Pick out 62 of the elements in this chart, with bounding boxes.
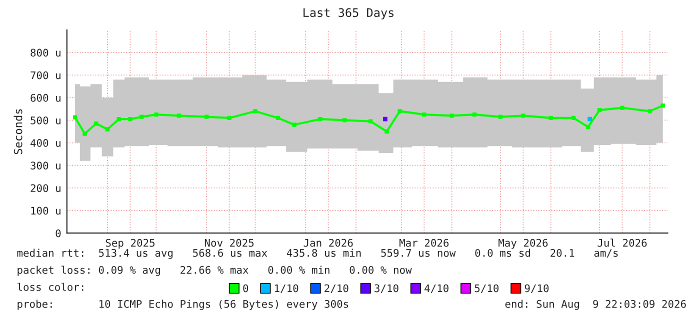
point xyxy=(105,127,110,132)
y-tick-label: 500 u xyxy=(30,116,60,124)
point xyxy=(648,109,652,114)
point xyxy=(422,112,426,117)
point xyxy=(176,114,182,118)
point xyxy=(368,119,373,124)
x-tick-label: Mar 2026 xyxy=(400,238,449,247)
point xyxy=(140,114,144,119)
point xyxy=(154,112,158,117)
point xyxy=(620,106,624,110)
point xyxy=(382,116,388,122)
y-tick-label: 100 u xyxy=(31,206,60,215)
text: end: Sun Aug 9 22:03:09 2026 xyxy=(505,300,686,310)
point xyxy=(498,114,503,119)
text: median rtt: 513.4 us avg 568.6 us max 435.8 us min 559.7 us now 0.0 ms sd 20.1 am/s xyxy=(17,248,618,259)
legend-label: 0 xyxy=(243,284,248,292)
legend-label: 9/10 xyxy=(524,284,549,294)
y-tick-label: 800 u xyxy=(30,48,60,57)
point xyxy=(588,116,592,122)
text: loss color: xyxy=(18,282,84,291)
point xyxy=(398,109,402,114)
legend-label: 5/10 xyxy=(474,284,499,294)
text: packet loss: 0.09 % avg 22.66 % max 0.00 % min 0.00 % now xyxy=(18,266,412,276)
point xyxy=(72,115,78,120)
point xyxy=(660,103,665,108)
point xyxy=(292,122,296,127)
x-tick-label: May 2026 xyxy=(498,238,548,249)
point xyxy=(253,109,258,114)
y-tick-label: 600 u xyxy=(30,94,60,102)
point xyxy=(472,112,477,117)
legend-label: 1/10 xyxy=(275,284,298,294)
point xyxy=(586,124,590,130)
legend-label: 3/10 xyxy=(374,284,398,294)
point xyxy=(571,116,576,120)
point xyxy=(450,114,454,118)
point xyxy=(116,117,121,122)
legend-label: 2/10 xyxy=(324,284,348,294)
x-tick-label: Sep 2025 xyxy=(106,238,154,249)
point xyxy=(227,116,232,120)
y-tick-label: 200 u xyxy=(30,184,60,192)
point xyxy=(384,129,389,134)
point xyxy=(521,114,526,118)
y-tick-label: 400 u xyxy=(30,139,60,147)
point xyxy=(128,117,132,122)
point xyxy=(597,108,602,112)
point xyxy=(204,114,209,119)
point xyxy=(342,118,347,122)
y-axis-title: Seconds xyxy=(14,109,22,154)
point xyxy=(318,117,322,122)
chart-title: Last 365 Days xyxy=(304,8,394,20)
y-tick-label: 0 xyxy=(56,229,61,238)
point xyxy=(276,116,280,120)
x-tick-label: Jul 2026 xyxy=(598,238,647,247)
y-tick-label: 300 u xyxy=(30,162,60,170)
text: probe: 10 ICMP Echo Pings (56 Bytes) every 300s xyxy=(18,300,348,310)
legend-label: 4/10 xyxy=(424,284,448,294)
point xyxy=(548,116,553,120)
y-tick-label: 700 u xyxy=(30,71,60,80)
point xyxy=(94,122,98,126)
x-tick-label: Jan 2026 xyxy=(304,238,353,247)
x-tick-label: Nov 2025 xyxy=(204,238,254,247)
point xyxy=(82,132,87,136)
